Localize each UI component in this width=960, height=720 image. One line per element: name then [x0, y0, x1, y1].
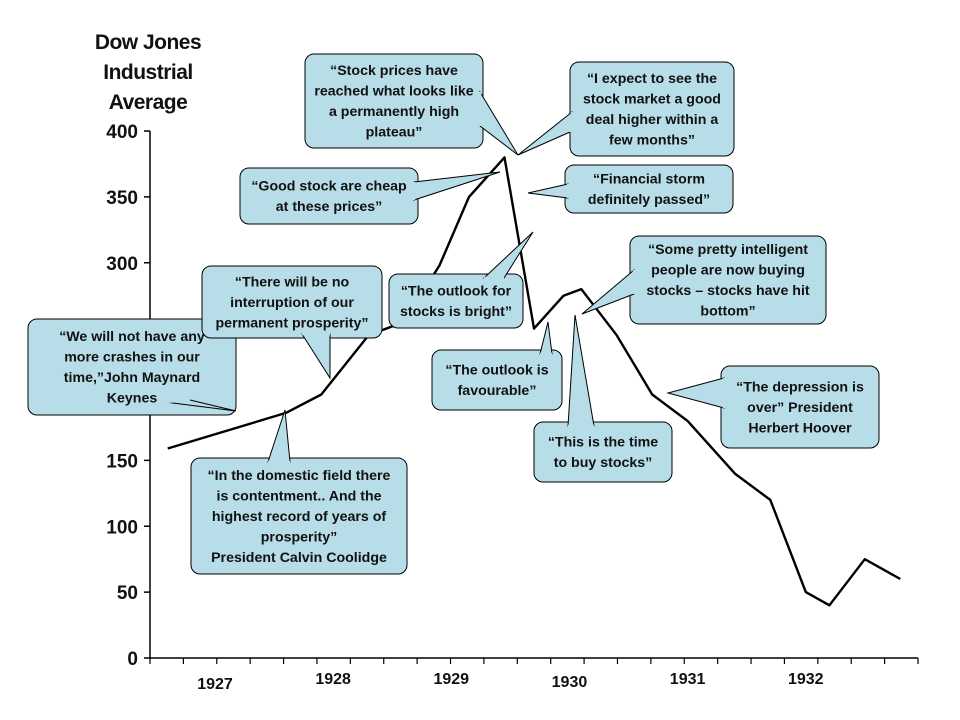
callout-text-line: President Calvin Coolidge — [211, 550, 387, 566]
y-axis-label: Dow Jones Industrial Average — [94, 31, 202, 114]
callout-text-line: stocks – stocks have hit — [646, 283, 810, 299]
callout-text: “We will not have any more crashes in our… — [59, 329, 205, 407]
callout-keynes: “We will not have any more crashes in our… — [27, 318, 237, 416]
callout-text-line: plateau” — [366, 125, 423, 141]
callout-pointer — [482, 231, 534, 279]
y-tick-label: 350 — [106, 188, 138, 209]
callout-box — [239, 167, 419, 225]
callout-pointer — [479, 90, 519, 156]
callout-box — [190, 457, 408, 575]
callout-text-line: “This is the time — [548, 435, 658, 451]
callout-box — [431, 349, 563, 411]
callout-text: “I expect to see the stock market a good d… — [583, 71, 721, 149]
callout-text-line: prosperity” — [261, 529, 337, 545]
callout-seam — [164, 398, 191, 404]
callout-text-line: “We will not have any — [59, 329, 205, 345]
x-tick-label: 1929 — [433, 671, 469, 688]
callout-cheap: “Good stock are cheap at these prices” — [239, 167, 501, 225]
callout-text-line: a permanently high — [329, 104, 459, 120]
callout-text-line: “Financial storm — [593, 172, 705, 188]
callout-text-line: is contentment.. And the — [217, 488, 382, 504]
callout-plateau: “Stock prices have reached what looks lik… — [304, 53, 519, 156]
callout-pointer — [539, 321, 553, 355]
callout-box — [388, 273, 524, 329]
callout-text-line: highest record of years of — [212, 509, 387, 525]
callout-text-line: Keynes — [107, 391, 158, 407]
callout-pointer — [581, 268, 635, 315]
callout-box — [569, 61, 735, 157]
callout-prosperity: “There will be no interruption of our perm… — [201, 265, 383, 380]
x-tick-label: 1930 — [552, 674, 588, 691]
callout-text-line: definitely passed” — [588, 192, 710, 208]
callout-text: “There will be no interruption of our perm… — [216, 274, 369, 331]
y-tick-label: 100 — [106, 517, 138, 538]
callout-text-line: “Stock prices have — [330, 63, 458, 79]
x-tick-label: 1927 — [197, 676, 233, 693]
callout-text-line: deal higher within a — [586, 112, 719, 128]
callout-text: “The outlook is favourable” — [445, 363, 548, 400]
y-tick-label: 150 — [106, 451, 138, 472]
callout-pointer — [567, 314, 595, 427]
callout-bright: “The outlook for stocks is bright” — [388, 231, 534, 329]
callout-storm: “Financial storm definitely passed” — [527, 164, 734, 214]
callout-pointer — [666, 377, 725, 409]
callout-text: “Financial storm definitely passed” — [588, 172, 710, 209]
callout-text-line: reached what looks like — [314, 84, 473, 100]
callout-text-line: stock market a good — [583, 92, 721, 108]
callout-text-line: “The outlook for — [401, 284, 512, 300]
callout-text-line: time,”John Maynard — [64, 370, 200, 386]
callout-expect: “I expect to see the stock market a good d… — [517, 61, 735, 157]
x-tick-label: 1928 — [315, 671, 351, 688]
callout-coolidge: “In the domestic field there is contentme… — [190, 409, 408, 575]
callout-intelligent: “Some pretty intelligent people are now b… — [581, 235, 827, 325]
callout-text-line: to buy stocks” — [554, 455, 653, 471]
callout-text-line: interruption of our — [230, 295, 354, 311]
callout-text-line: “The outlook is — [445, 363, 548, 379]
callout-pointer — [301, 333, 331, 380]
callout-text: “The depression is over” President Herbert… — [736, 379, 864, 436]
callout-text: “This is the time to buy stocks” — [548, 435, 658, 472]
callout-box — [201, 265, 383, 339]
callout-pointer — [527, 183, 569, 199]
callout-text-line: over” President — [747, 400, 853, 416]
callout-text-line: few months” — [609, 133, 695, 149]
callout-text-line: stocks is bright” — [400, 304, 512, 320]
callout-text-line: “Good stock are cheap — [251, 179, 407, 195]
callout-text-line: “There will be no — [235, 274, 350, 290]
callout-text: “Good stock are cheap at these prices” — [251, 179, 407, 216]
y-tick-label: 400 — [106, 122, 138, 143]
y-tick-label: 0 — [127, 649, 138, 670]
callout-buy: “This is the time to buy stocks” — [533, 314, 673, 483]
y-tick-label: 300 — [106, 254, 138, 275]
callout-text-line: “The depression is — [736, 379, 864, 395]
callout-seam — [568, 111, 574, 133]
callout-favourable: “The outlook is favourable” — [431, 321, 563, 411]
callout-text-line: at these prices” — [276, 199, 382, 215]
callout-text-line: favourable” — [458, 383, 537, 399]
y-tick-label: 50 — [117, 583, 138, 604]
callout-box — [533, 421, 673, 483]
callout-text-line: Herbert Hoover — [748, 420, 852, 436]
callout-text-line: more crashes in our — [64, 350, 200, 366]
callout-pointer — [517, 110, 573, 156]
callout-text-line: people are now buying — [651, 263, 805, 279]
callout-text-line: “Some pretty intelligent — [648, 242, 808, 258]
x-tick-label: 1931 — [670, 671, 706, 688]
x-tick-label: 1932 — [788, 671, 824, 688]
callout-text-line: “I expect to see the — [587, 71, 717, 87]
callout-text-line: permanent prosperity” — [216, 315, 369, 331]
callout-box — [27, 318, 237, 416]
callout-pointer — [413, 171, 501, 201]
callout-text: “Stock prices have reached what looks lik… — [314, 63, 473, 141]
callout-text: “The outlook for stocks is bright” — [400, 284, 512, 321]
callout-text-line: “In the domestic field there — [208, 468, 391, 484]
callout-text-line: bottom” — [700, 304, 755, 320]
callout-hoover: “The depression is over” President Herbert… — [666, 365, 880, 449]
callout-text: “Some pretty intelligent people are now b… — [646, 242, 810, 320]
callout-text: “In the domestic field there is contentme… — [208, 468, 391, 566]
